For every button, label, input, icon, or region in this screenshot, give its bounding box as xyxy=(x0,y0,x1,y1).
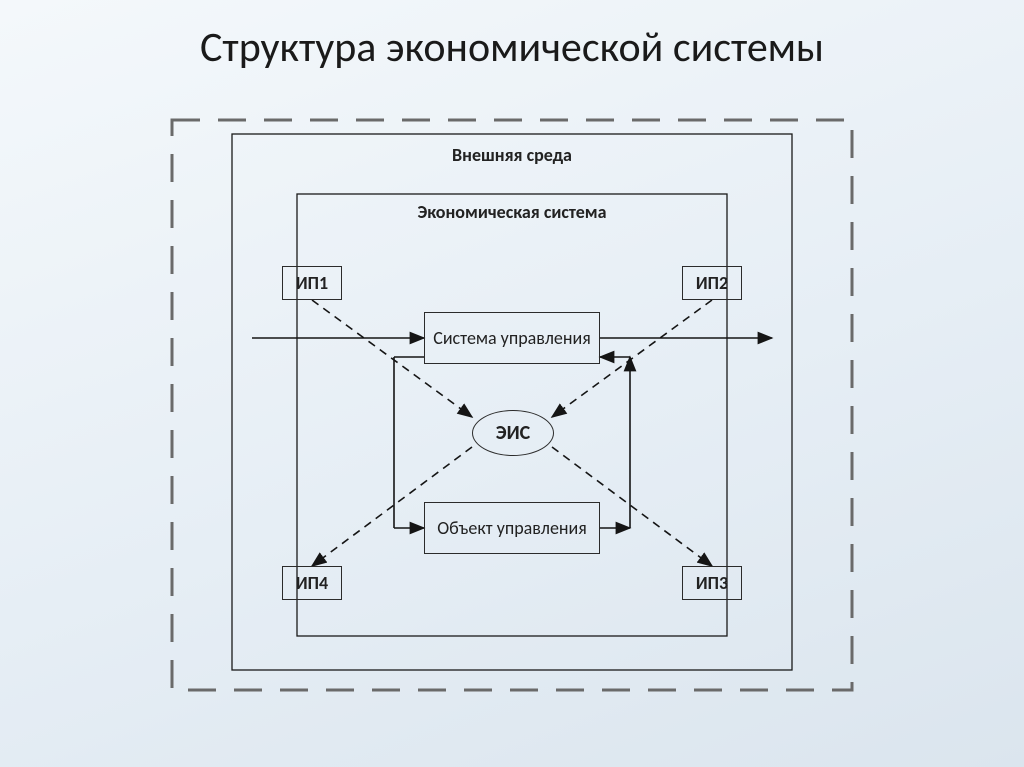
node-object-management: Объект управления xyxy=(424,502,600,554)
slide-title: Структура экономической системы xyxy=(0,22,1024,73)
node-ip4-text: ИП4 xyxy=(296,573,328,594)
node-system-management: Система управления xyxy=(424,312,600,364)
node-obj-text: Объект управления xyxy=(437,518,587,539)
node-ip3: ИП3 xyxy=(682,566,742,600)
node-eis-text: ЭИС xyxy=(496,421,530,445)
environment-label: Внешняя среда xyxy=(412,144,612,166)
diagram-container: Внешняя среда Экономическая система ИП1 … xyxy=(162,110,862,700)
node-ip1: ИП1 xyxy=(282,266,342,300)
node-ip1-text: ИП1 xyxy=(296,273,328,294)
diagram-lines xyxy=(162,110,862,700)
node-eis: ЭИС xyxy=(472,410,554,456)
economic-system-label: Экономическая система xyxy=(407,202,617,223)
node-ip4: ИП4 xyxy=(282,566,342,600)
node-sys-text: Система управления xyxy=(433,328,591,349)
node-ip2-text: ИП2 xyxy=(696,273,728,294)
node-ip2: ИП2 xyxy=(682,266,742,300)
node-ip3-text: ИП3 xyxy=(696,573,728,594)
